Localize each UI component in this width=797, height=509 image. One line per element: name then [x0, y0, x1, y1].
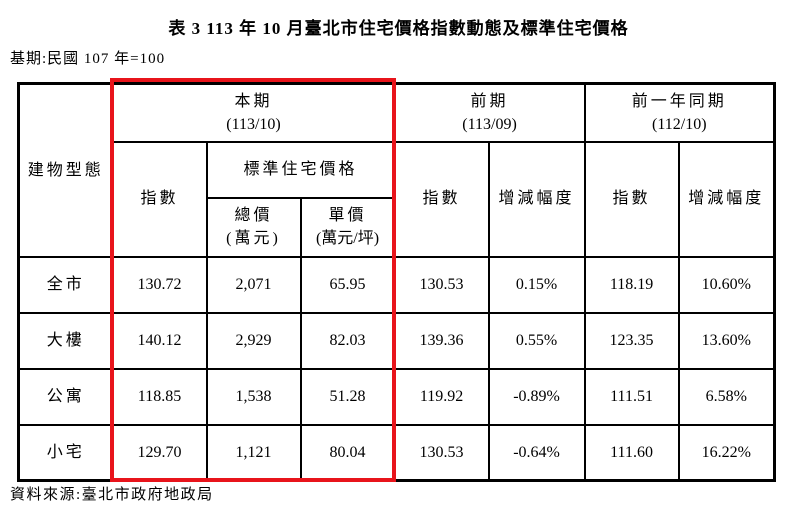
cell-yoy-change: 6.58% — [677, 367, 776, 426]
header-unit-price-unit: (萬元/坪) — [315, 230, 380, 247]
cell-yoy-change: 10.60% — [677, 255, 776, 314]
header-index-current-label: 指數 — [140, 190, 179, 208]
cell-yoy-change: 16.22% — [677, 423, 776, 482]
base-period-note: 基期:民國 107 年=100 — [10, 51, 166, 67]
header-index-current: 指數 — [111, 140, 208, 258]
cell-prev-change: -0.89% — [487, 367, 586, 426]
header-standard-housing-price: 標準住宅價格 — [205, 140, 396, 199]
cell-current-index: 130.72 — [111, 255, 208, 314]
cell-total-price: 1,121 — [205, 423, 302, 482]
cell-total-price: 1,538 — [205, 367, 302, 426]
header-row-subgroups: 指數 標準住宅價格 指數 增減幅度 指數 增減幅度 — [19, 140, 776, 258]
header-year-ago-period-date: (112/10) — [652, 115, 707, 133]
cell-prev-index: 139.36 — [393, 311, 490, 370]
cell-building-type: 公寓 — [17, 367, 114, 426]
header-total-price-label: 總價 — [234, 206, 273, 224]
header-unit-price-label: 單價 — [328, 206, 367, 224]
header-previous-period: 前期 (113/09) — [393, 82, 586, 143]
table-row: 全市 130.72 2,071 65.95 130.53 0.15% 118.1… — [17, 255, 776, 314]
cell-yoy-index: 111.60 — [583, 423, 680, 482]
cell-current-index: 129.70 — [111, 423, 208, 482]
cell-total-price: 2,929 — [205, 311, 302, 370]
cell-yoy-index: 123.35 — [583, 311, 680, 370]
header-building-type: 建物型態 — [17, 82, 114, 258]
header-year-ago-period: 前一年同期 (112/10) — [583, 82, 776, 143]
cell-prev-change: 0.15% — [487, 255, 586, 314]
header-total-price: 總價 (萬元) — [205, 196, 302, 258]
cell-building-type: 大樓 — [17, 311, 114, 370]
header-index-previous-label: 指數 — [422, 190, 461, 208]
header-index-yoy-label: 指數 — [612, 190, 651, 208]
cell-total-price: 2,071 — [205, 255, 302, 314]
source-note: 資料來源:臺北市政府地政局 — [10, 487, 214, 503]
building-type-label: 小宅 — [46, 443, 85, 461]
header-unit-price: 單價 (萬元/坪) — [299, 196, 396, 258]
cell-current-index: 118.85 — [111, 367, 208, 426]
header-building-type-label: 建物型態 — [27, 161, 104, 179]
header-index-yoy: 指數 — [583, 140, 680, 258]
table-row: 公寓 118.85 1,538 51.28 119.92 -0.89% 111.… — [17, 367, 776, 426]
header-total-price-unit: (萬元) — [226, 230, 281, 247]
building-type-label: 大樓 — [46, 331, 85, 349]
housing-price-table: 建物型態 本期 (113/10) 前期 (113/09) 前一年同期 (112/… — [17, 82, 777, 482]
cell-unit-price: 82.03 — [299, 311, 396, 370]
header-row-periods: 建物型態 本期 (113/10) 前期 (113/09) 前一年同期 (112/… — [17, 82, 776, 258]
header-standard-housing-price-label: 標準住宅價格 — [243, 160, 358, 178]
header-change-yoy: 增減幅度 — [677, 140, 776, 258]
cell-current-index: 140.12 — [111, 311, 208, 370]
cell-yoy-change: 13.60% — [677, 311, 776, 370]
header-previous-period-label: 前期 — [470, 92, 509, 110]
header-current-period-label: 本期 — [234, 92, 273, 110]
header-change-previous: 增減幅度 — [487, 140, 586, 258]
header-change-yoy-label: 增減幅度 — [688, 190, 765, 208]
cell-unit-price: 80.04 — [299, 423, 396, 482]
cell-unit-price: 51.28 — [299, 367, 396, 426]
header-current-period: 本期 (113/10) — [111, 82, 396, 143]
cell-unit-price: 65.95 — [299, 255, 396, 314]
page-title: 表 3 113 年 10 月臺北市住宅價格指數動態及標準住宅價格 — [168, 19, 629, 38]
header-previous-period-date: (113/09) — [462, 115, 517, 133]
table-row: 大樓 140.12 2,929 82.03 139.36 0.55% 123.3… — [17, 311, 776, 370]
building-type-label: 公寓 — [46, 387, 85, 405]
cell-prev-index: 130.53 — [393, 255, 490, 314]
cell-building-type: 全市 — [17, 255, 114, 314]
header-index-previous: 指數 — [393, 140, 490, 258]
building-type-label: 全市 — [46, 275, 85, 293]
header-change-previous-label: 增減幅度 — [498, 190, 575, 208]
cell-prev-change: 0.55% — [487, 311, 586, 370]
table-row: 小宅 129.70 1,121 80.04 130.53 -0.64% 111.… — [17, 423, 776, 482]
header-year-ago-period-label: 前一年同期 — [631, 92, 727, 110]
cell-prev-index: 130.53 — [393, 423, 490, 482]
cell-prev-index: 119.92 — [393, 367, 490, 426]
header-current-period-date: (113/10) — [226, 115, 281, 133]
cell-prev-change: -0.64% — [487, 423, 586, 482]
cell-yoy-index: 118.19 — [583, 255, 680, 314]
header-row-price-units: 總價 (萬元) 單價 (萬元/坪) — [19, 196, 775, 258]
cell-building-type: 小宅 — [17, 423, 114, 482]
cell-yoy-index: 111.51 — [583, 367, 680, 426]
